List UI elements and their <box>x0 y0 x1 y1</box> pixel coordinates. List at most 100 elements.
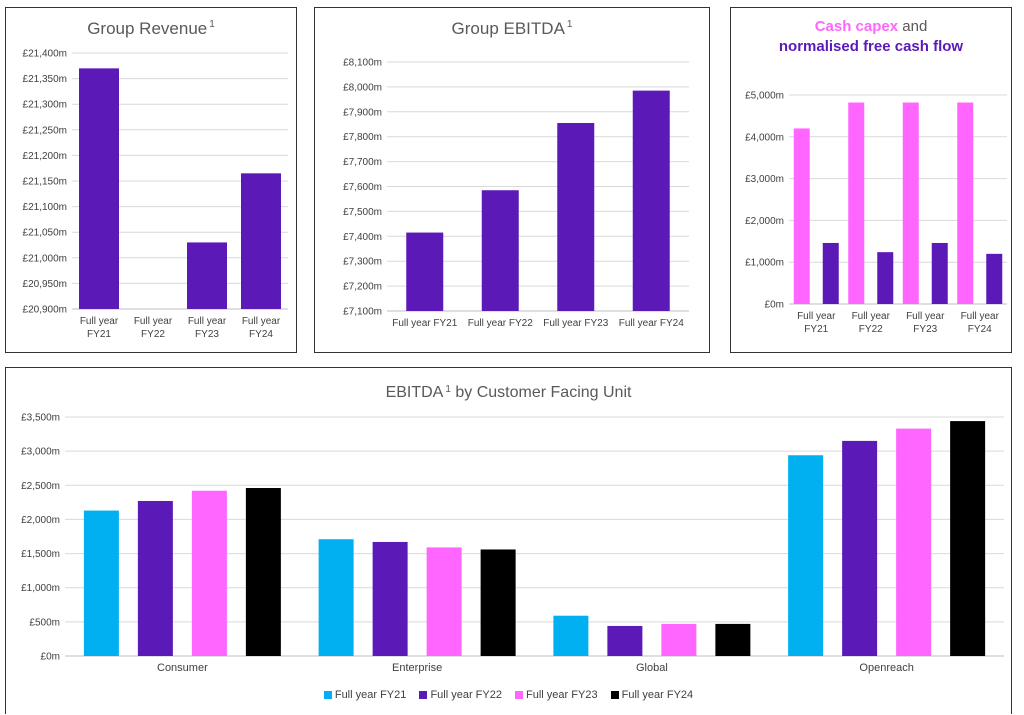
ebitda-bar <box>632 90 670 311</box>
cfu-ytick-label: £1,500m <box>21 549 60 560</box>
cfu-title-rest: by Customer Facing Unit <box>455 384 632 401</box>
legend-swatch-fy23 <box>515 691 524 700</box>
cfu-category-label: Consumer <box>157 662 208 674</box>
capex-category-label: Full year <box>961 311 1000 322</box>
capex-category-label: Full year <box>906 311 945 322</box>
capex-bar <box>931 242 948 304</box>
revenue-ytick-label: £21,400m <box>23 49 67 60</box>
ebitda-category-label: Full year FY24 <box>619 318 684 329</box>
ebitda-ytick-label: £7,200m <box>343 282 382 293</box>
cfu-bar <box>245 488 281 656</box>
capex-title-part: Cash capex <box>814 18 899 35</box>
cfu-ebitda-title: EBITDA 1 by Customer Facing Unit <box>6 384 1011 402</box>
capex-bar <box>986 253 1003 304</box>
fcf-title-part: normalised free cash flow <box>778 38 964 55</box>
ebitda-bar <box>481 190 519 311</box>
cfu-bar <box>661 623 697 656</box>
cfu-ytick-label: £500m <box>29 617 60 628</box>
ebitda-ytick-label: £7,400m <box>343 232 382 243</box>
revenue-bar <box>187 242 227 309</box>
legend-swatch-fy22 <box>419 691 428 700</box>
revenue-ytick-label: £21,300m <box>23 100 67 111</box>
capex-bar <box>793 128 810 304</box>
capex-bar <box>877 252 894 304</box>
legend-item-fy23: Full year FY23 <box>515 689 598 701</box>
ebitda-ytick-label: £7,300m <box>343 257 382 268</box>
cfu-bar <box>480 549 516 656</box>
group-revenue-title-text: Group Revenue <box>87 19 208 38</box>
capex-fcf-title: Cash capex and normalised free cash flow <box>731 17 1011 57</box>
capex-bar <box>902 102 919 304</box>
cfu-bar <box>426 547 462 656</box>
cfu-bar <box>607 625 643 656</box>
revenue-ytick-label: £20,900m <box>23 305 67 316</box>
capex-ytick-label: £5,000m <box>745 91 784 102</box>
cfu-ytick-label: £3,500m <box>21 413 60 424</box>
revenue-ytick-label: £21,350m <box>23 74 67 85</box>
ebitda-ytick-label: £7,100m <box>343 307 382 318</box>
group-revenue-title: Group Revenue 1 <box>6 19 296 39</box>
revenue-category-label: Full year <box>80 316 119 327</box>
capex-ytick-label: £2,000m <box>745 216 784 227</box>
capex-bar <box>957 102 974 304</box>
group-ebitda-title-text: Group EBITDA <box>451 19 565 38</box>
ebitda-ytick-label: £8,000m <box>343 82 382 93</box>
cfu-legend: Full year FY21 Full year FY22 Full year … <box>6 689 1011 701</box>
capex-category-label: FY23 <box>913 324 937 335</box>
ebitda-bar <box>406 232 444 311</box>
revenue-ytick-label: £21,000m <box>23 253 67 264</box>
ebitda-ytick-label: £7,900m <box>343 107 382 118</box>
ebitda-bar <box>557 123 595 311</box>
revenue-category-label: Full year <box>134 316 173 327</box>
cfu-bar <box>896 428 932 656</box>
group-ebitda-footnote: 1 <box>566 19 573 30</box>
legend-item-fy21: Full year FY21 <box>323 689 407 702</box>
revenue-category-label: Full year <box>242 316 281 327</box>
group-ebitda-title: Group EBITDA 1 <box>315 19 709 39</box>
ebitda-category-label: Full year FY22 <box>468 318 533 329</box>
ebitda-category-label: Full year FY21 <box>392 318 457 329</box>
capex-category-label: FY22 <box>859 324 883 335</box>
capex-category-label: Full year <box>852 311 891 322</box>
ebitda-ytick-label: £8,100m <box>343 58 382 69</box>
capex-title-and: and <box>898 18 928 35</box>
revenue-bar <box>79 68 119 309</box>
cfu-category-label: Openreach <box>859 662 913 674</box>
revenue-ytick-label: £21,150m <box>23 177 67 188</box>
capex-category-label: FY24 <box>968 324 992 335</box>
cfu-ytick-label: £2,000m <box>21 515 60 526</box>
revenue-ytick-label: £21,050m <box>23 228 67 239</box>
ebitda-ytick-label: £7,500m <box>343 207 382 218</box>
revenue-ytick-label: £21,100m <box>23 202 67 213</box>
cfu-ytick-label: £3,000m <box>21 447 60 458</box>
cfu-bar <box>553 615 589 656</box>
legend-item-fy22: Full year FY22 <box>419 689 502 701</box>
legend-label-fy21: Full year FY21 <box>334 689 407 702</box>
cfu-ytick-label: £2,500m <box>21 481 60 492</box>
legend-label-fy23: Full year FY23 <box>526 689 598 702</box>
cfu-bar <box>137 500 173 656</box>
group-revenue-footnote: 1 <box>209 19 215 30</box>
legend-label-fy22: Full year FY22 <box>430 689 502 702</box>
revenue-ytick-label: £21,200m <box>23 151 67 162</box>
revenue-category-label: FY24 <box>249 329 273 340</box>
ebitda-ytick-label: £7,800m <box>343 132 382 143</box>
ebitda-ytick-label: £7,600m <box>343 182 382 193</box>
cfu-category-label: Enterprise <box>392 662 442 674</box>
legend-swatch-fy24 <box>610 691 619 700</box>
ebitda-category-label: Full year FY23 <box>543 318 608 329</box>
group-revenue-chart: £20,900m £20,950m £21,000m £21,050m £21,100m… <box>23 49 288 340</box>
capex-fcf-panel: Cash capex and normalised free cash flow… <box>730 7 1012 353</box>
capex-bar <box>848 102 865 304</box>
revenue-category-label: FY23 <box>195 329 219 340</box>
capex-ytick-label: £3,000m <box>745 174 784 185</box>
cfu-title-text: EBITDA <box>385 384 444 401</box>
legend-label-fy24: Full year FY24 <box>621 689 694 702</box>
revenue-category-label: FY22 <box>141 329 165 340</box>
legend-swatch-fy21 <box>323 691 332 700</box>
capex-ytick-label: £4,000m <box>745 132 784 143</box>
capex-fcf-chart: £0m £1,000m £2,000m £3,000m £4,000m £5,000m Fu… <box>745 91 1007 335</box>
revenue-ytick-label: £20,950m <box>23 279 67 290</box>
capex-category-label: FY21 <box>804 324 828 335</box>
cfu-bar <box>83 510 119 656</box>
